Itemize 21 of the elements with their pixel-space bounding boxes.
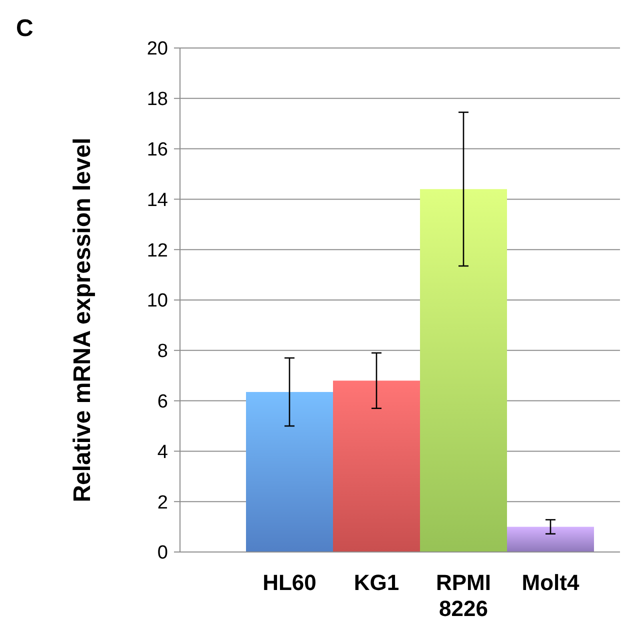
x-tick-label: RPMI 8226 bbox=[436, 570, 491, 621]
x-tick-label: Molt4 bbox=[522, 570, 580, 595]
bar bbox=[420, 189, 507, 552]
text: C bbox=[16, 15, 34, 42]
x-tick-label: HL60 bbox=[262, 570, 316, 595]
y-tick-label: 20 bbox=[146, 38, 168, 60]
bar bbox=[333, 380, 420, 552]
y-tick-label: 4 bbox=[157, 442, 168, 463]
bar bbox=[507, 526, 594, 552]
y-tick-label: 6 bbox=[157, 391, 168, 412]
y-tick-label: 8 bbox=[157, 341, 168, 362]
y-tick-label: 0 bbox=[157, 542, 168, 564]
y-tick-label: 10 bbox=[146, 290, 168, 312]
y-tick-label: 16 bbox=[146, 139, 168, 160]
y-axis-title: Relative mRNA expression level bbox=[69, 138, 96, 502]
y-tick-label: 18 bbox=[146, 89, 168, 110]
y-tick-label: 14 bbox=[146, 190, 168, 211]
y-tick-label: 12 bbox=[146, 240, 168, 262]
x-tick-label: KG1 bbox=[354, 570, 400, 595]
bar bbox=[246, 392, 333, 552]
y-tick-label: 2 bbox=[157, 492, 168, 514]
